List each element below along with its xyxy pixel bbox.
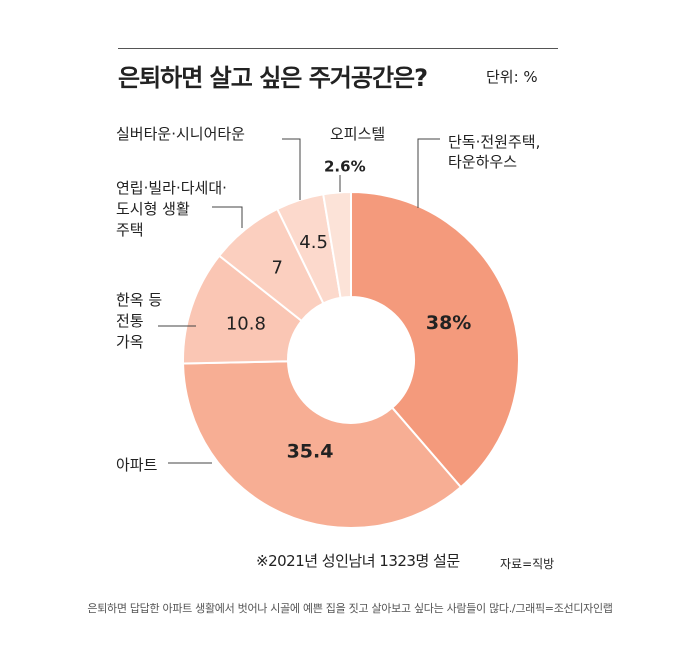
slice-value-label: 2.6%: [324, 158, 366, 176]
slice-category-label: 연립·빌라·다세대·: [116, 179, 227, 197]
slice-value-label: 35.4: [287, 441, 334, 463]
leader-line: [417, 138, 440, 208]
slice-category-label: 한옥 등: [116, 291, 162, 309]
donut-slice: [182, 360, 463, 529]
slice-category-label: 전통: [116, 312, 144, 330]
slice-category-label: 주택: [116, 221, 144, 239]
slice-category-label: 아파트: [116, 456, 158, 474]
slice-category-label: 오피스텔: [330, 125, 385, 143]
source-label: 자료=직방: [500, 557, 555, 571]
survey-footnote: ※2021년 성인남녀 1323명 설문: [256, 552, 460, 570]
slice-category-label: 타운하우스: [448, 153, 517, 171]
slice-value-label: 10.8: [226, 314, 266, 335]
leader-line: [212, 206, 243, 228]
top-rule: [118, 48, 558, 49]
photo-caption: 은퇴하면 답답한 아파트 생활에서 벗어나 시골에 예쁜 집을 짓고 살아보고 …: [87, 602, 613, 615]
slice-value-label: 4.5: [299, 232, 328, 253]
slice-value-label: 7: [272, 257, 283, 278]
leader-line: [282, 138, 301, 200]
chart-title: 은퇴하면 살고 싶은 주거공간은?: [118, 64, 428, 92]
slice-value-label: 38%: [426, 312, 471, 334]
slice-category-label: 도시형 생활: [116, 200, 190, 218]
slice-category-label: 가옥: [116, 333, 144, 351]
slice-category-label: 단독·전원주택,: [448, 133, 540, 151]
donut-slice: [322, 190, 352, 300]
unit-label: 단위: %: [486, 68, 538, 86]
donut-slice: [350, 190, 520, 489]
slice-category-label: 실버타운·시니어타운: [116, 125, 245, 143]
